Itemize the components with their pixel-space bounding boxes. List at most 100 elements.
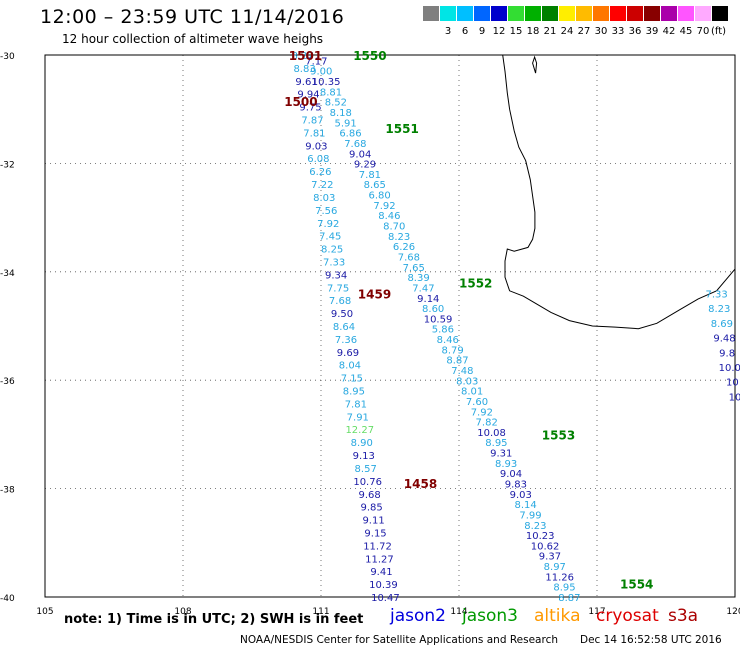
- wave-height-value: 11.27: [365, 554, 394, 565]
- map-frame: [44, 54, 736, 598]
- legend-label: 30: [594, 26, 608, 37]
- legend-swatch: [610, 6, 626, 21]
- legend-swatch: [678, 6, 694, 21]
- pass-time-label: 1551: [385, 122, 418, 136]
- lat-tick-label: -30: [0, 52, 15, 62]
- legend-swatch: [508, 6, 524, 21]
- wave-height-value: 8.95: [485, 438, 507, 449]
- wave-height-value: 9.29: [354, 160, 376, 171]
- wave-height-value: 10.39: [369, 580, 398, 591]
- wave-height-value: 8.87: [558, 593, 580, 604]
- wave-height-value: 9.50: [331, 309, 353, 320]
- wave-height-value: 9.48: [713, 334, 735, 345]
- wave-height-value: 7.17: [305, 56, 327, 67]
- wave-height-value: 8.79: [441, 345, 463, 356]
- pass-time-label: 1553: [542, 428, 575, 442]
- wave-height-value: 8.65: [364, 180, 386, 191]
- wave-height-value: 6.26: [393, 242, 415, 253]
- wave-height-value: 8.46: [437, 335, 459, 346]
- legend-label: 33: [611, 26, 625, 37]
- lon-tick-label: 120: [726, 607, 740, 617]
- lat-tick-label: -40: [0, 594, 15, 604]
- satellite-name: s3a: [668, 606, 699, 626]
- wave-height-value: 7.81: [359, 170, 381, 181]
- wave-height-value: 8.25: [321, 245, 343, 256]
- wave-height-value: 10: [726, 378, 739, 389]
- footer-note: note: 1) Time is in UTC; 2) SWH is in fe…: [64, 612, 364, 627]
- wave-height-value: 10.23: [526, 531, 555, 542]
- legend-swatch: [491, 6, 507, 21]
- legend-label: 24: [560, 26, 574, 37]
- wave-height-value: 8.60: [422, 304, 444, 315]
- wave-height-value: 5.91: [334, 118, 356, 129]
- wave-height-value: 9.69: [337, 348, 359, 359]
- wave-height-value: 8.93: [495, 459, 517, 470]
- wave-height-value: 9.13: [353, 451, 375, 462]
- legend-swatch: [457, 6, 473, 21]
- legend-label: 15: [509, 26, 523, 37]
- wave-height-value: 8.83: [293, 64, 315, 75]
- legend-swatch: [661, 6, 677, 21]
- wave-height-value: 8.18: [330, 108, 352, 119]
- wave-height-value: 8.52: [325, 98, 347, 109]
- wave-height-value: 9.04: [500, 469, 522, 480]
- wave-height-value: 7.45: [319, 232, 341, 243]
- wave-height-value: 7.92: [471, 407, 493, 418]
- wave-height-value: 9.75: [299, 103, 321, 114]
- legend-swatch: [593, 6, 609, 21]
- wave-height-value: 7.47: [412, 283, 434, 294]
- generation-timestamp: Dec 14 16:52:58 UTC 2016: [580, 634, 722, 646]
- legend-label: 70: [696, 26, 710, 37]
- wave-height-value: 6.86: [339, 129, 361, 140]
- legend-label: 21: [543, 26, 557, 37]
- wave-height-value: 8.69: [711, 319, 733, 330]
- wave-height-value: 7.81: [303, 128, 325, 139]
- wave-height-value: 7.33: [323, 257, 345, 268]
- wave-height-value: 9.68: [358, 490, 380, 501]
- lon-tick-label: 117: [588, 607, 605, 617]
- legend-swatch: [559, 6, 575, 21]
- wave-height-value: 8.57: [355, 464, 377, 475]
- lon-tick-label: 111: [312, 607, 329, 617]
- legend-label: 3: [444, 26, 452, 37]
- legend-label: 36: [628, 26, 642, 37]
- wave-height-value: 8.03: [456, 376, 478, 387]
- wave-height-value: 7.60: [466, 397, 488, 408]
- satellite-name: altika: [534, 606, 581, 626]
- pass-time-label: 1554: [620, 577, 653, 591]
- wave-height-value: 11.72: [363, 541, 392, 552]
- wave-height-value: 8.39: [407, 273, 429, 284]
- wave-height-value: 8.46: [378, 211, 400, 222]
- legend-swatch: [542, 6, 558, 21]
- wave-height-value: 8.95: [343, 387, 365, 398]
- wave-height-value: 10.76: [353, 477, 382, 488]
- legend-label: 42: [662, 26, 676, 37]
- wave-height-value: 7.91: [347, 412, 369, 423]
- lat-tick-label: -32: [0, 160, 15, 170]
- wave-height-value: 10.47: [371, 593, 400, 604]
- wave-height-value: 8.03: [313, 193, 335, 204]
- wave-height-value: 7.56: [315, 206, 337, 217]
- wave-height-value: 7.87: [301, 116, 323, 127]
- wave-height-value: 9.94: [297, 90, 319, 101]
- legend-label: 6: [461, 26, 469, 37]
- pass-time-label: 1458: [404, 477, 437, 491]
- wave-height-value: 7.22: [311, 180, 333, 191]
- wave-height-value: 8.64: [333, 322, 355, 333]
- wave-height-value: 7.36: [335, 335, 357, 346]
- wave-height-value: 8.87: [446, 356, 468, 367]
- legend-swatch: [712, 6, 728, 21]
- wave-height-value: 7.68: [398, 252, 420, 263]
- legend-swatch: [644, 6, 660, 21]
- wave-height-value: 10.35: [312, 77, 341, 88]
- wave-height-value: 9.8: [719, 348, 735, 359]
- wave-height-value: 11.26: [545, 572, 574, 583]
- lon-tick-label: 105: [36, 607, 53, 617]
- legend-swatch: [525, 6, 541, 21]
- pass-time-label: 1500: [284, 95, 317, 109]
- satellite-name: jason2: [390, 606, 446, 626]
- wave-height-value: 7.68: [344, 139, 366, 150]
- legend-label: 18: [526, 26, 540, 37]
- wave-height-value: 6.08: [307, 154, 329, 165]
- legend-swatch: [627, 6, 643, 21]
